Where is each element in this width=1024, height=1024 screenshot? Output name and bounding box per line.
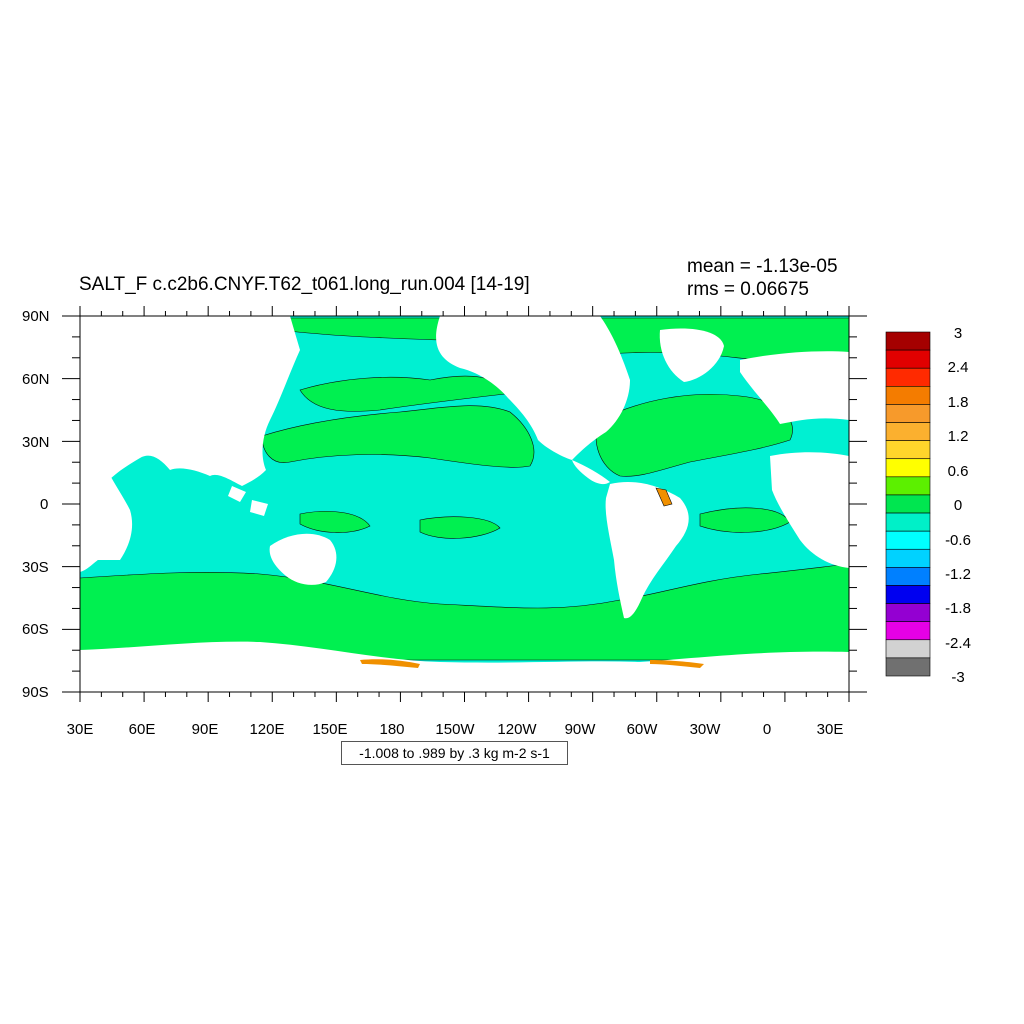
lon-tick-label: 90E — [192, 721, 219, 738]
lon-tick-label: 180 — [379, 721, 404, 738]
tropical-pacific-patch — [419, 516, 501, 539]
high-value-spot — [650, 660, 704, 668]
colorbar-box — [885, 458, 931, 478]
landmass-south-america — [605, 481, 689, 619]
longitude-axis: 30E 60E 90E 120E 150E 180 150W 120W 90W … — [67, 721, 844, 738]
north-atlantic-positive — [595, 394, 793, 477]
colorbar-label: -1.8 — [945, 600, 971, 617]
colorbar-box — [885, 386, 931, 405]
lon-tick-label: 120E — [249, 721, 284, 738]
colorbar-label: 1.2 — [948, 428, 969, 445]
plot-title: SALT_F c.c2b6.CNYF.T62_t061.long_run.004… — [79, 274, 530, 295]
high-value-spot — [360, 659, 420, 668]
landmass-islands — [228, 486, 246, 502]
lat-tick-label: 30N — [22, 434, 50, 451]
lat-tick-label: 30S — [22, 559, 49, 576]
landmass-antarctica — [80, 641, 849, 692]
landmass-europe — [740, 351, 849, 424]
north-pacific-positive — [261, 405, 535, 468]
colorbar-box — [885, 476, 931, 496]
colorbar-label: 3 — [954, 325, 962, 342]
lat-tick-label: 90N — [22, 308, 50, 325]
colorbar-box — [885, 657, 931, 677]
colorbar-box — [885, 530, 931, 550]
colorbar-labels: 3 2.4 1.8 1.2 0.6 0 -0.6 -1.2 -1.8 -2.4 … — [945, 325, 971, 686]
lat-tick-label: 90S — [22, 684, 49, 701]
colorbar-box — [885, 512, 931, 532]
western-pacific-patch — [299, 511, 371, 533]
landmass-greenland — [659, 328, 724, 382]
colorbar-box — [885, 621, 931, 641]
colorbar-label: -2.4 — [945, 635, 971, 652]
colorbar-box — [885, 349, 931, 369]
map-field — [80, 316, 849, 692]
colorbar-box — [885, 422, 931, 441]
colorbar-label: 0 — [954, 497, 962, 514]
landmass-central-america — [572, 460, 610, 485]
lat-tick-label: 60N — [22, 371, 50, 388]
landmass-north-america — [436, 316, 630, 460]
colorbar — [885, 331, 931, 677]
lat-tick-label: 0 — [40, 496, 48, 513]
lon-tick-label: 0 — [763, 721, 771, 738]
mean-stat: mean = -1.13e-05 — [687, 256, 838, 277]
colorbar-label: 1.8 — [948, 394, 969, 411]
colorbar-box — [885, 548, 931, 568]
lon-tick-label: 90W — [565, 721, 597, 738]
high-value-spot — [655, 487, 673, 507]
landmass-africa-east — [770, 452, 849, 568]
lon-tick-label: 30W — [690, 721, 722, 738]
colorbar-label: 0.6 — [948, 463, 969, 480]
colorbar-label: -1.2 — [945, 566, 971, 583]
colorbar-box — [885, 404, 931, 423]
landmass-islands — [88, 418, 98, 430]
colorbar-label: -0.6 — [945, 532, 971, 549]
landmass-africa — [80, 400, 133, 560]
colorbar-label: 2.4 — [948, 359, 969, 376]
colorbar-box — [885, 639, 931, 659]
colorbar-box — [885, 331, 931, 351]
axis-ticks — [62, 306, 867, 702]
southern-ocean-positive — [80, 563, 849, 661]
lon-tick-label: 120W — [497, 721, 537, 738]
landmass-eurasia-africa — [80, 316, 300, 572]
colorbar-box — [885, 494, 931, 514]
lon-tick-label: 30E — [67, 721, 94, 738]
lon-tick-label: 60W — [627, 721, 659, 738]
lon-tick-label: 150W — [435, 721, 475, 738]
colorbar-label: -3 — [951, 669, 964, 686]
lat-tick-label: 60S — [22, 621, 49, 638]
landmass-australia — [269, 533, 337, 585]
colorbar-box — [885, 567, 931, 586]
landmass-islands — [250, 500, 268, 516]
lon-tick-label: 150E — [312, 721, 347, 738]
lon-tick-label: 60E — [129, 721, 156, 738]
colorbar-box — [885, 603, 931, 622]
colorbar-box — [885, 367, 931, 387]
lon-tick-label: 30E — [817, 721, 844, 738]
contour-info-box: -1.008 to .989 by .3 kg m-2 s-1 — [341, 741, 568, 765]
rms-stat: rms = 0.06675 — [687, 279, 809, 300]
colorbar-box — [885, 440, 931, 460]
latitude-axis: 90N 60N 30N 0 30S 60S 90S — [22, 308, 50, 701]
colorbar-box — [885, 585, 931, 604]
